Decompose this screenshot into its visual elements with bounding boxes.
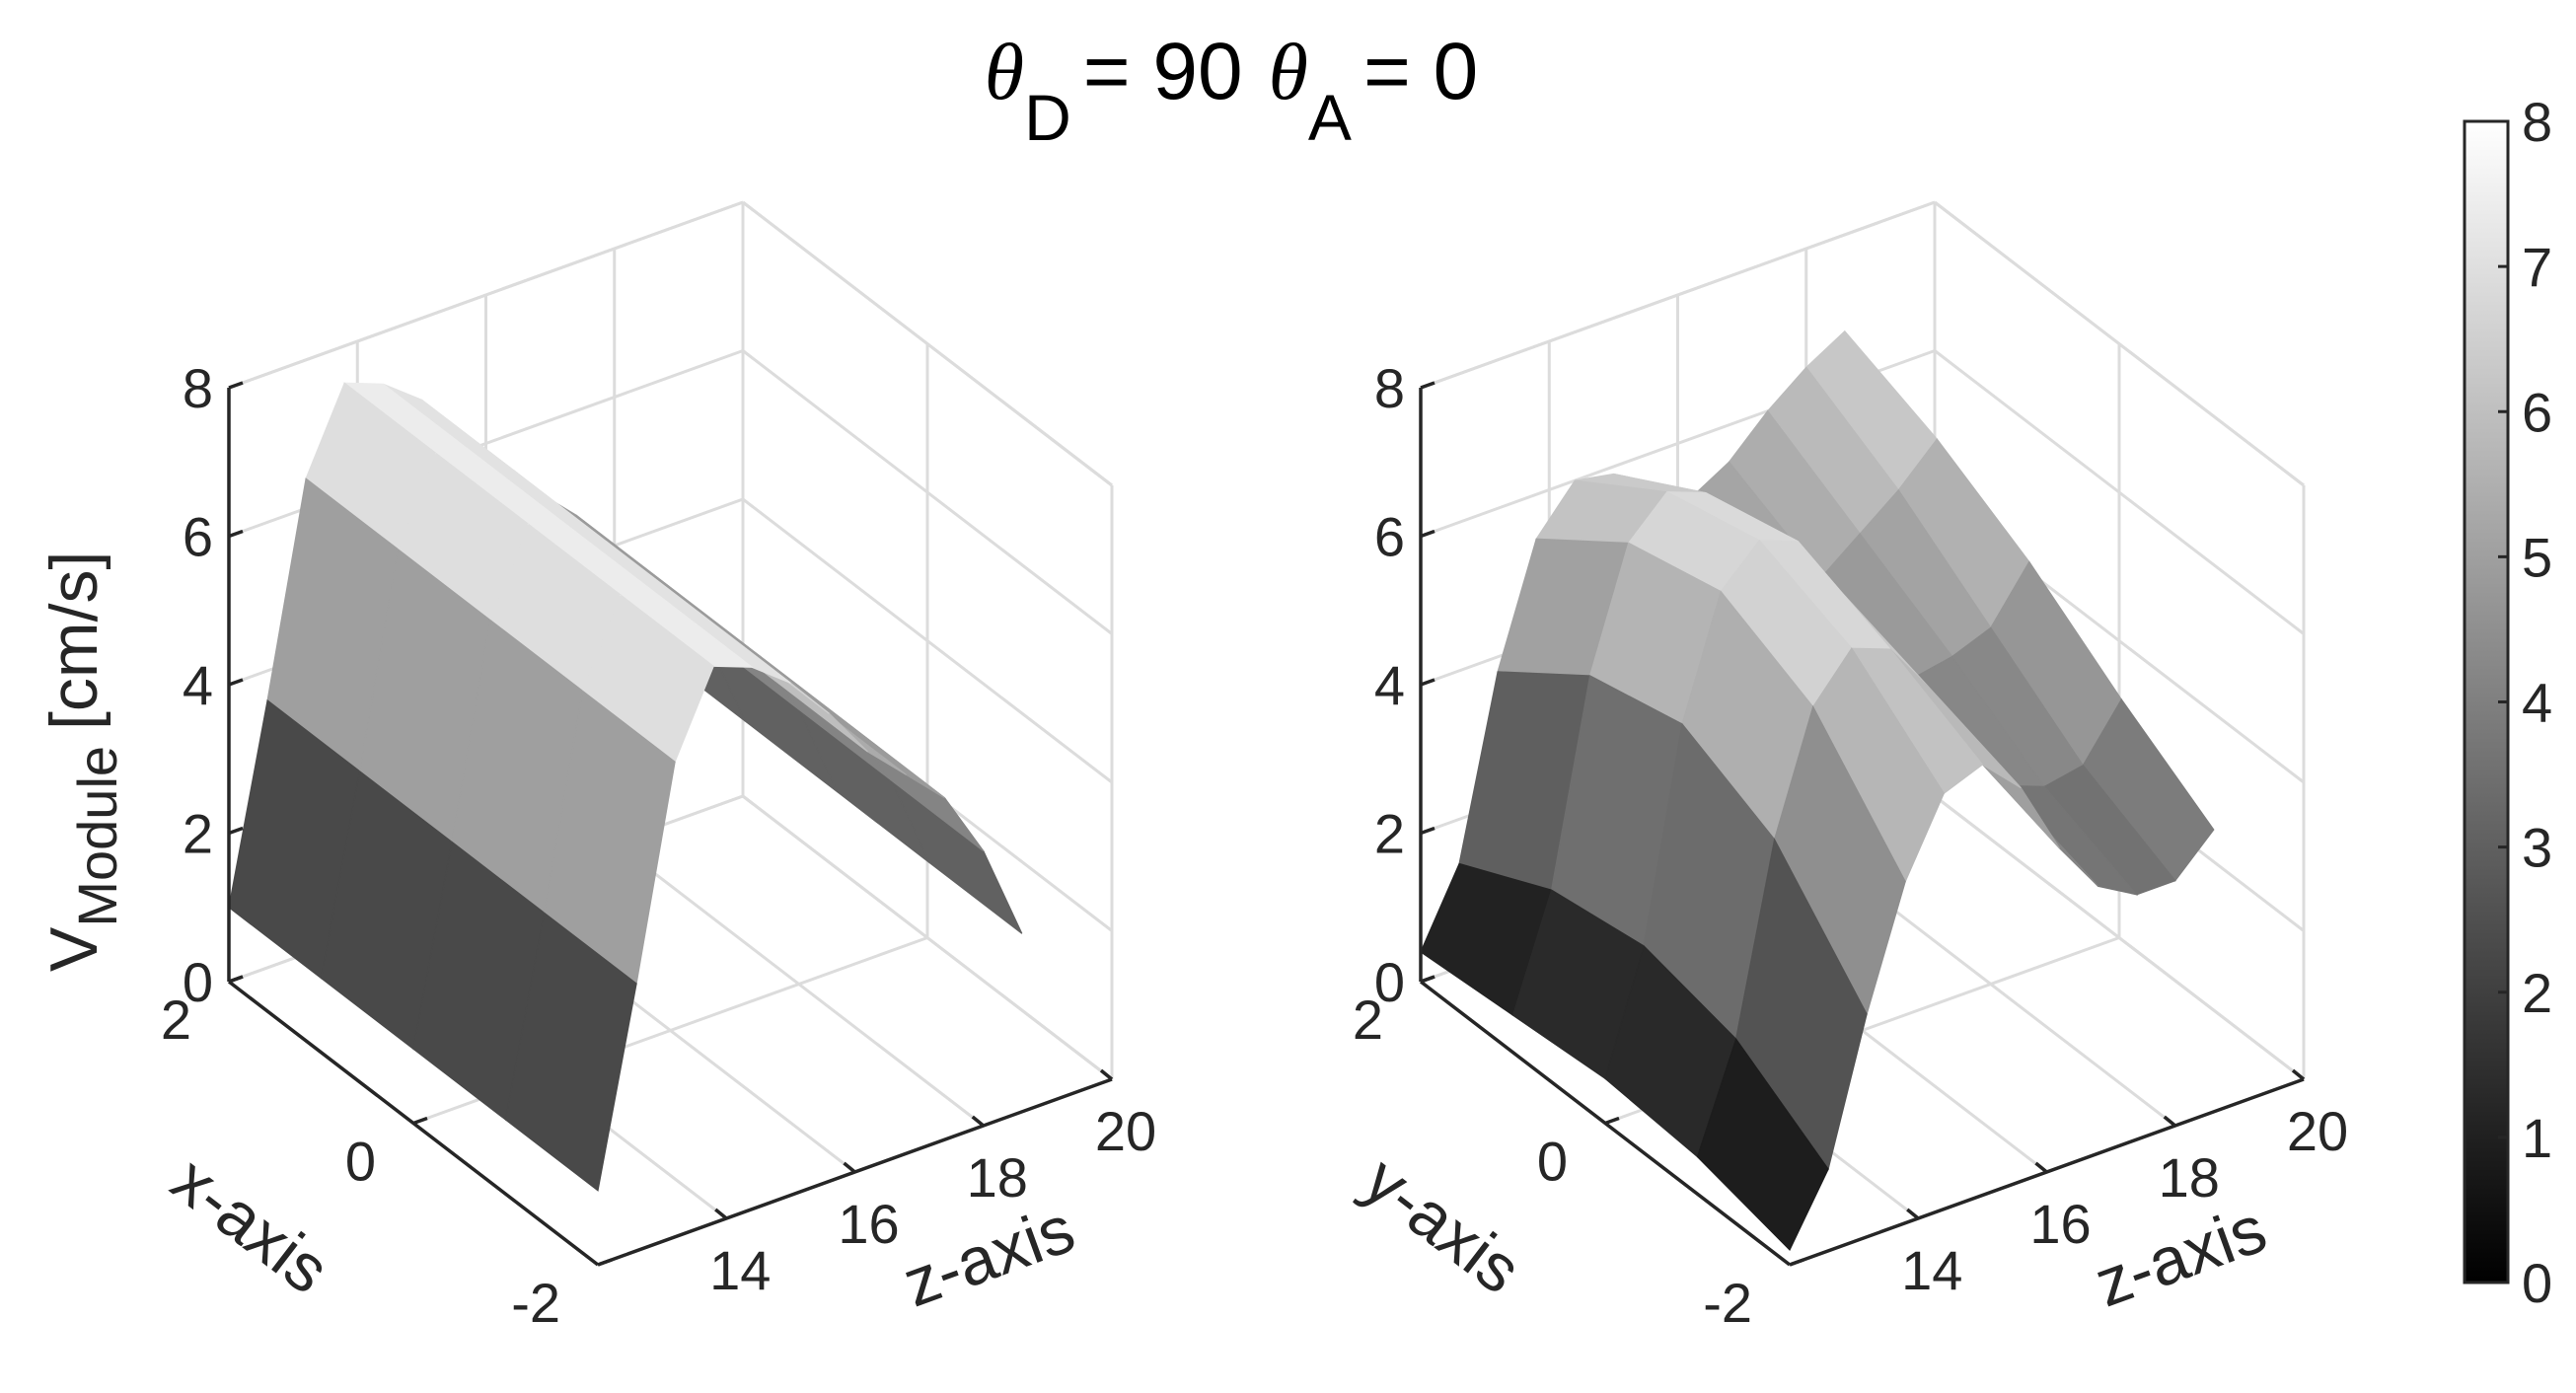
surface-left (228, 382, 1023, 1192)
y-tick (1099, 1068, 1114, 1081)
z-tick-label: 8 (1374, 357, 1405, 419)
z-tick (228, 678, 244, 687)
x-tick-label: -2 (511, 1272, 560, 1334)
x-tick (1789, 1258, 1804, 1267)
z-tick-label: 0 (1374, 951, 1405, 1013)
y-tick (2163, 1115, 2176, 1128)
y-tick-label: 20 (2287, 1100, 2348, 1162)
z-tick (228, 529, 244, 539)
y-tick (971, 1115, 985, 1128)
y-tick-label: 20 (1095, 1100, 1156, 1162)
y-tick-label: 16 (2029, 1193, 2091, 1255)
colorbar-tick-label: 0 (2522, 1252, 2552, 1314)
colorbar-tick-label: 5 (2522, 526, 2552, 588)
z-tick-label: 2 (1374, 803, 1405, 865)
y-tick-label: 18 (967, 1146, 1028, 1209)
z-tick (1420, 381, 1435, 390)
x-tick-label: 2 (161, 989, 191, 1051)
colorbar-tick-label: 3 (2522, 817, 2552, 879)
frame-line (1934, 200, 2305, 487)
x-tick (412, 1116, 428, 1126)
y-tick (1906, 1208, 1920, 1220)
surface-right (1420, 330, 2215, 1252)
zaxis-label-left: VModule [cm/s] (37, 551, 128, 972)
gridline-y (1934, 794, 2305, 1081)
x-tick (228, 975, 244, 984)
colorbar-tick-label: 1 (2522, 1107, 2552, 1169)
y-tick-label: 18 (2159, 1146, 2220, 1209)
colorbar-tick-label: 7 (2522, 236, 2552, 298)
theta-d-subscript: D (1024, 81, 1071, 154)
y-tick (843, 1161, 856, 1174)
theta-a-symbol: θ (1269, 27, 1308, 116)
x-tick (597, 1258, 613, 1267)
gridline-y (742, 794, 1113, 1081)
surface-patch (890, 779, 1023, 934)
z-tick-label: 6 (183, 506, 213, 568)
frame-line (228, 200, 744, 390)
colorbar-tick-label: 2 (2522, 962, 2552, 1024)
z-tick (228, 826, 244, 836)
z-tick-label: 8 (183, 357, 213, 419)
theta-d-value: = 90 (1083, 27, 1243, 116)
colorbar: 0 1 2 3 4 5 6 7 8 (2463, 91, 2552, 1314)
theta-d-symbol: θ (985, 27, 1024, 116)
z-tick-label: 2 (183, 803, 213, 865)
z-tick (228, 381, 244, 390)
x-tick-label: 2 (1353, 989, 1383, 1051)
gridline-y (613, 841, 985, 1128)
y-tick (2291, 1068, 2306, 1081)
y-tick (714, 1208, 728, 1220)
y-tick-label: 14 (1901, 1239, 1962, 1301)
z-tick-label: 4 (183, 654, 213, 716)
z-tick (1420, 678, 1435, 687)
colorbar-tick-label: 6 (2522, 381, 2552, 443)
z-tick (1420, 529, 1435, 539)
theta-a-subscript: A (1308, 81, 1352, 154)
colorbar-tick-label: 8 (2522, 91, 2552, 153)
x-tick (1604, 1116, 1620, 1126)
x-tick-label: 0 (1537, 1131, 1568, 1193)
zlabel-main: V (37, 926, 111, 972)
y-tick-label: 16 (838, 1193, 899, 1255)
surface-patch (1696, 1037, 1829, 1252)
z-axis-label: z-axis (2086, 1191, 2276, 1321)
z-tick-label: 4 (1374, 654, 1405, 716)
figure-title: θD= 90 θA= 0 (985, 27, 1478, 154)
y-tick-label: 14 (709, 1239, 771, 1301)
y-tick (2034, 1161, 2048, 1174)
zlabel-unit: [cm/s] (37, 551, 111, 730)
x-axis-label: y-axis (1350, 1142, 1534, 1308)
x-tick-label: 0 (345, 1131, 376, 1193)
zlabel-sub: Module (66, 746, 128, 927)
frame-line (1420, 200, 1936, 390)
x-axis-label: x-axis (158, 1142, 342, 1308)
z-tick-label: 0 (183, 951, 213, 1013)
z-tick (1420, 826, 1435, 836)
frame-line (742, 200, 1113, 487)
x-tick-label: -2 (1703, 1272, 1752, 1334)
z-axis-label: z-axis (894, 1191, 1084, 1321)
x-tick (1420, 975, 1435, 984)
theta-a-value: = 0 (1363, 27, 1478, 116)
colorbar-ticks: 0 1 2 3 4 5 6 7 8 (2498, 91, 2552, 1314)
surface-patch (504, 912, 637, 1192)
z-tick-label: 6 (1374, 506, 1405, 568)
colorbar-tick-label: 4 (2522, 672, 2552, 734)
